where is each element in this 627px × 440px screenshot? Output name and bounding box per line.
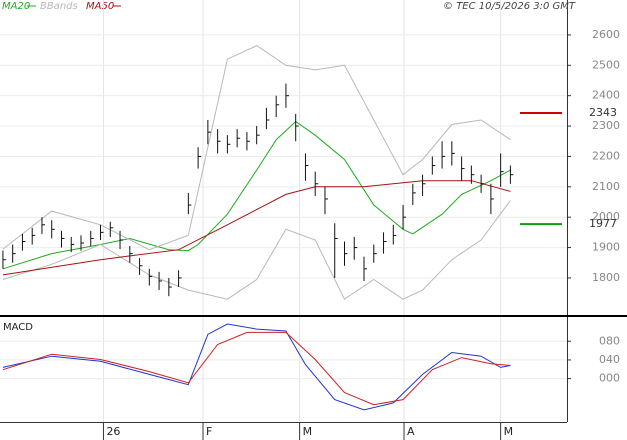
y-tick-label: 000 [599,372,620,385]
macd-line [2,323,511,411]
bband-lower [2,200,511,300]
legend-label: BBands [40,1,78,12]
ma-line [2,180,511,276]
x-tick-label: M [504,425,514,438]
y-tick-label: 2600 [592,28,620,41]
copyright: © TEC 10/5/2026 3:0 GMT [443,1,576,12]
y-tick-label: 1800 [592,271,620,284]
x-tick-label: M [303,425,313,438]
y-tick-label: 040 [599,353,620,366]
y-tick-label: 1900 [592,241,620,254]
legend-label: MA20 [2,1,30,12]
bband-upper [2,45,511,251]
y-tick-label: 2500 [592,58,620,71]
ma-line [2,120,511,270]
y-tick-label: 2200 [592,149,620,162]
x-tick-label: F [206,425,212,438]
y-tick-label: 080 [599,334,620,347]
macd-line [2,331,511,406]
x-tick-label: 26 [106,425,120,438]
y-tick-label: 2000 [592,210,620,223]
macd-title: MACD [3,322,33,333]
y-tick-label: 2400 [592,89,620,102]
y-tick-label: 2300 [592,119,620,132]
level-label: 1977 [589,217,617,230]
y-tick-label: 2100 [592,180,620,193]
x-tick-label: A [407,425,415,438]
level-label: 2343 [589,106,617,119]
legend-label: MA50 [86,1,114,12]
